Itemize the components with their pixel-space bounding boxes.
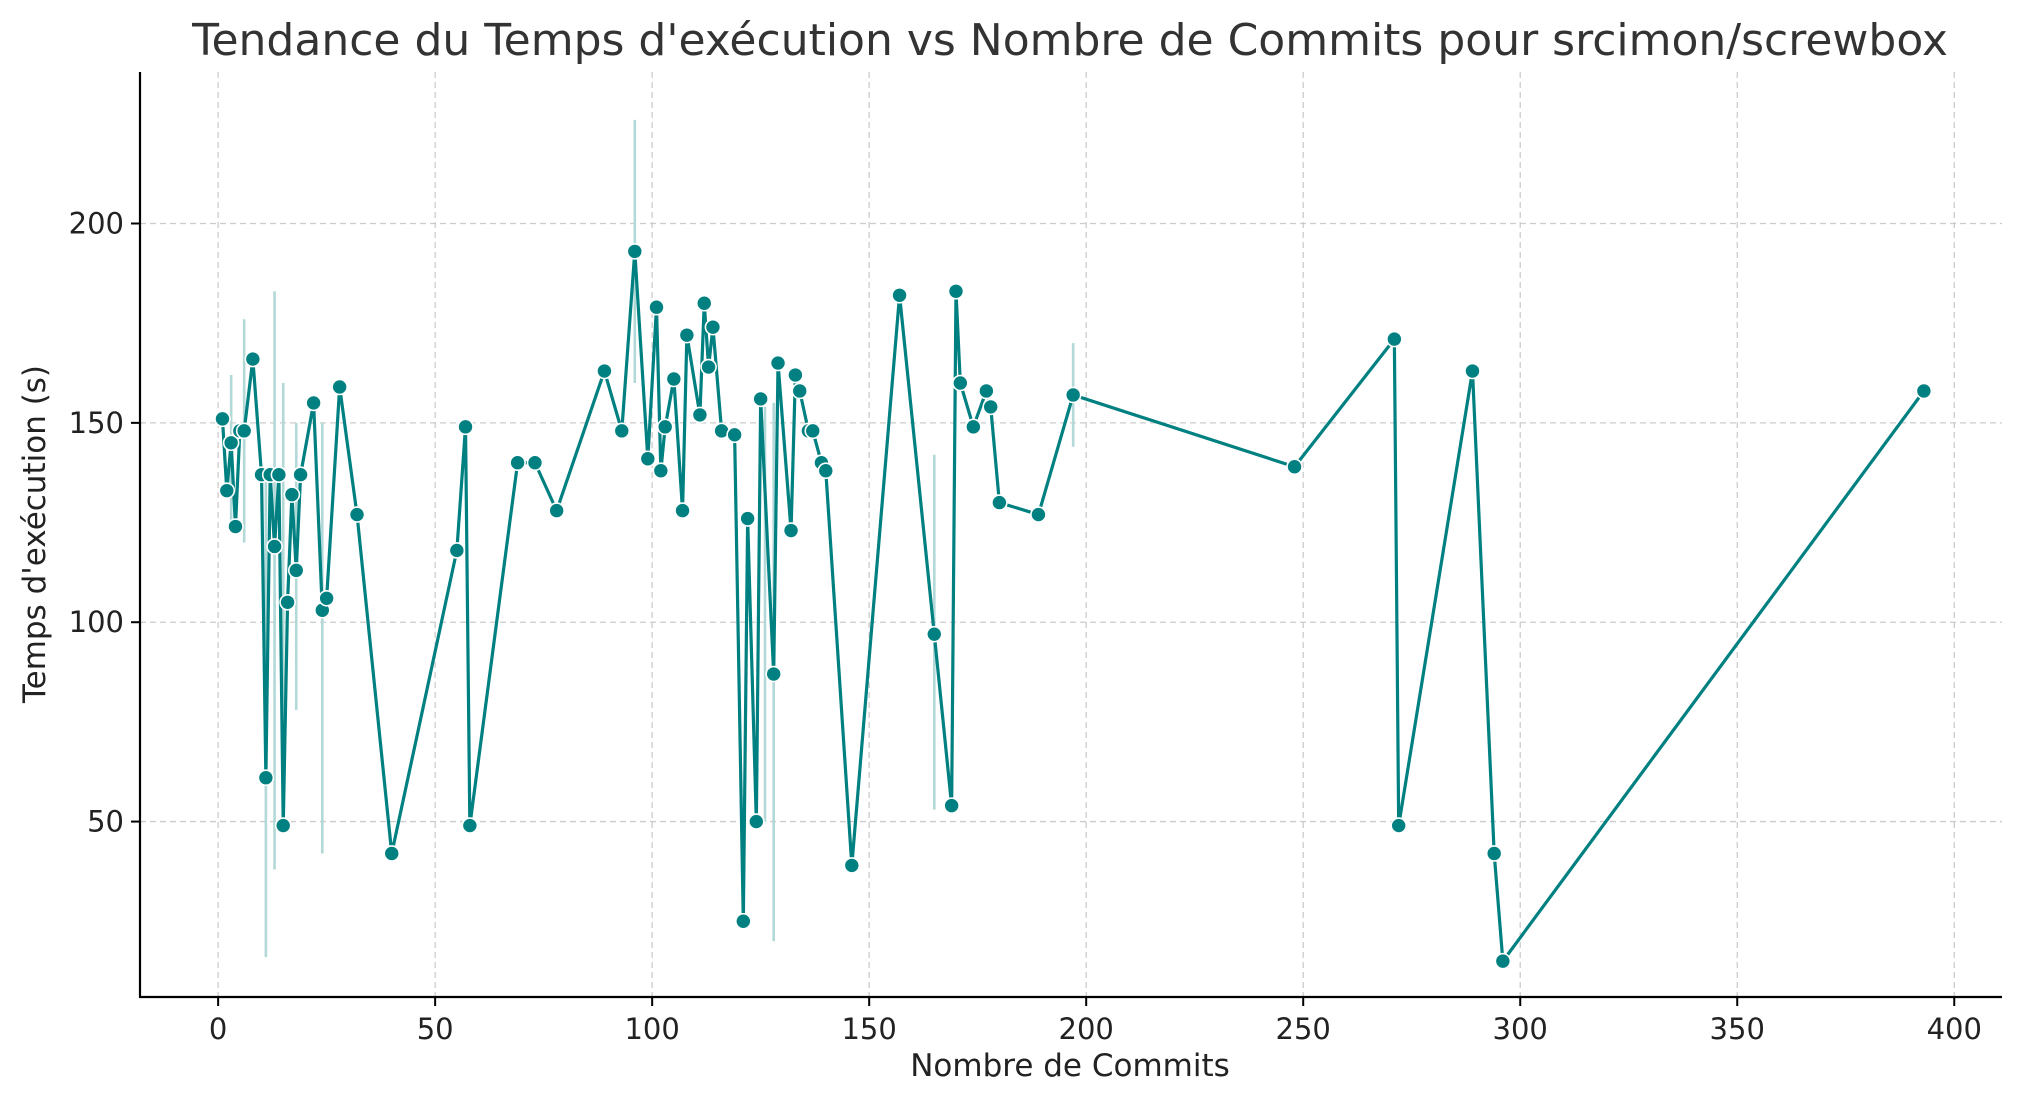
data-point bbox=[1030, 506, 1047, 523]
data-point bbox=[287, 562, 305, 579]
x-axis-ticks: 0 50 100 150 200 250 300 350 400 bbox=[209, 997, 1982, 1046]
data-point bbox=[1485, 845, 1503, 862]
data-point bbox=[461, 817, 479, 834]
grid-lines bbox=[140, 72, 2002, 997]
data-point bbox=[448, 542, 466, 559]
x-tick-label: 100 bbox=[624, 1012, 679, 1046]
data-point bbox=[214, 410, 231, 428]
data-point bbox=[613, 422, 631, 440]
data-point bbox=[804, 422, 822, 440]
data-point bbox=[925, 625, 943, 643]
data-point bbox=[235, 422, 253, 440]
data-point bbox=[274, 817, 292, 834]
data-point bbox=[1386, 330, 1403, 348]
data-point bbox=[457, 418, 474, 436]
data-point bbox=[952, 374, 969, 392]
data-point bbox=[509, 454, 526, 472]
data-point bbox=[348, 506, 366, 523]
x-tick-label: 50 bbox=[417, 1012, 454, 1046]
data-point bbox=[331, 378, 348, 396]
data-point bbox=[726, 426, 743, 444]
data-points bbox=[214, 243, 1933, 970]
data-point bbox=[656, 418, 674, 436]
data-point bbox=[227, 518, 244, 535]
data-point bbox=[700, 358, 717, 376]
x-tick-label: 200 bbox=[1059, 1012, 1114, 1046]
data-point bbox=[283, 486, 301, 503]
data-point bbox=[748, 813, 765, 830]
data-point bbox=[843, 857, 861, 874]
y-axis-label: Temps d'exécution (s) bbox=[17, 365, 53, 704]
data-point bbox=[257, 769, 275, 787]
data-point bbox=[1390, 817, 1407, 834]
data-point bbox=[292, 466, 309, 483]
data-point bbox=[652, 462, 670, 480]
data-point bbox=[1494, 952, 1512, 970]
data-point bbox=[817, 462, 835, 480]
data-point bbox=[1464, 362, 1481, 380]
x-tick-label: 300 bbox=[1493, 1012, 1548, 1046]
data-point bbox=[279, 593, 296, 611]
data-point bbox=[943, 797, 960, 814]
data-point bbox=[791, 382, 809, 400]
data-point bbox=[787, 366, 804, 384]
y-tick-label: 150 bbox=[69, 406, 124, 440]
y-tick-label: 50 bbox=[87, 805, 124, 839]
data-point bbox=[218, 482, 236, 499]
data-point bbox=[947, 282, 965, 300]
data-point bbox=[739, 510, 756, 527]
data-point bbox=[639, 450, 657, 468]
data-point bbox=[244, 350, 262, 368]
chart-title: Tendance du Temps d'exécution vs Nombre … bbox=[191, 15, 1948, 66]
data-point bbox=[626, 243, 644, 260]
y-axis-ticks: 50 100 150 200 bbox=[69, 207, 140, 839]
data-point bbox=[1286, 458, 1303, 476]
data-point bbox=[982, 398, 1000, 416]
data-point bbox=[548, 502, 565, 519]
data-point bbox=[765, 665, 782, 683]
data-point bbox=[891, 286, 908, 304]
data-point bbox=[383, 845, 401, 862]
data-point bbox=[266, 538, 283, 555]
data-point bbox=[735, 912, 752, 930]
data-point bbox=[270, 466, 288, 483]
data-point bbox=[691, 406, 709, 424]
data-point bbox=[526, 454, 544, 472]
x-tick-label: 150 bbox=[841, 1012, 896, 1046]
data-point bbox=[305, 394, 322, 412]
data-point bbox=[674, 502, 691, 519]
data-point bbox=[965, 418, 982, 436]
data-point bbox=[1064, 386, 1082, 404]
x-tick-label: 350 bbox=[1710, 1012, 1765, 1046]
data-point bbox=[978, 382, 995, 400]
data-point bbox=[752, 390, 769, 408]
data-point bbox=[782, 522, 800, 539]
data-point bbox=[991, 494, 1008, 511]
data-point bbox=[318, 589, 335, 607]
data-point bbox=[704, 318, 722, 336]
data-point bbox=[596, 362, 613, 380]
x-axis-label: Nombre de Commits bbox=[910, 1048, 1230, 1084]
x-tick-label: 250 bbox=[1276, 1012, 1331, 1046]
y-tick-label: 200 bbox=[69, 207, 124, 241]
data-point bbox=[648, 298, 665, 316]
data-point bbox=[678, 326, 696, 344]
data-point bbox=[769, 354, 787, 372]
data-point bbox=[1915, 382, 1933, 400]
data-point bbox=[695, 294, 713, 312]
x-tick-label: 400 bbox=[1927, 1012, 1982, 1046]
data-point bbox=[222, 434, 240, 452]
y-tick-label: 100 bbox=[69, 605, 124, 639]
x-tick-label: 0 bbox=[209, 1012, 227, 1046]
data-point bbox=[665, 370, 683, 388]
